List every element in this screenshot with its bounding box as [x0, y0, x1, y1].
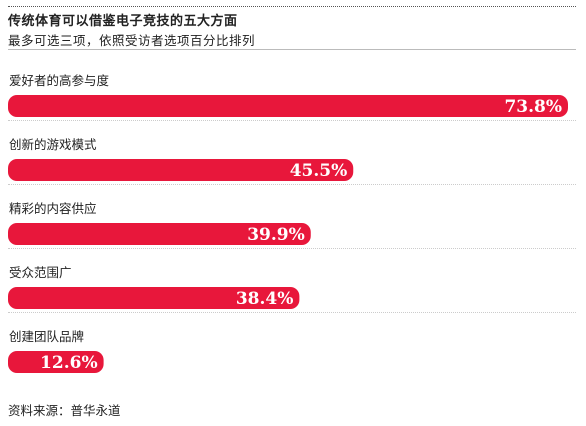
chart-subtitle: 最多可选三项，依照受访者选项百分比排列: [8, 33, 256, 48]
value-label: 73.8%: [504, 97, 562, 117]
bar: [8, 159, 354, 181]
source-note: 资料来源：普华永道: [8, 403, 121, 418]
category-label: 创新的游戏模式: [9, 137, 97, 152]
row-divider: [8, 184, 576, 185]
category-label: 爱好者的高参与度: [9, 73, 110, 88]
bar: [8, 95, 568, 117]
value-label: 45.5%: [290, 161, 348, 181]
category-label: 精彩的内容供应: [9, 201, 97, 216]
value-label: 39.9%: [247, 225, 305, 245]
value-label: 38.4%: [236, 289, 294, 309]
chart-title: 传统体育可以借鉴电子竞技的五大方面: [8, 14, 238, 29]
bar: [8, 223, 311, 245]
bar: [8, 351, 104, 373]
row-divider: [8, 120, 576, 121]
top-divider: [8, 6, 576, 7]
category-label: 创建团队品牌: [9, 329, 84, 344]
row-divider: [8, 312, 576, 313]
header-divider: [8, 49, 576, 50]
bar: [8, 287, 300, 309]
category-label: 受众范围广: [9, 265, 72, 280]
row-divider: [8, 248, 576, 249]
value-label: 12.6%: [40, 353, 98, 373]
